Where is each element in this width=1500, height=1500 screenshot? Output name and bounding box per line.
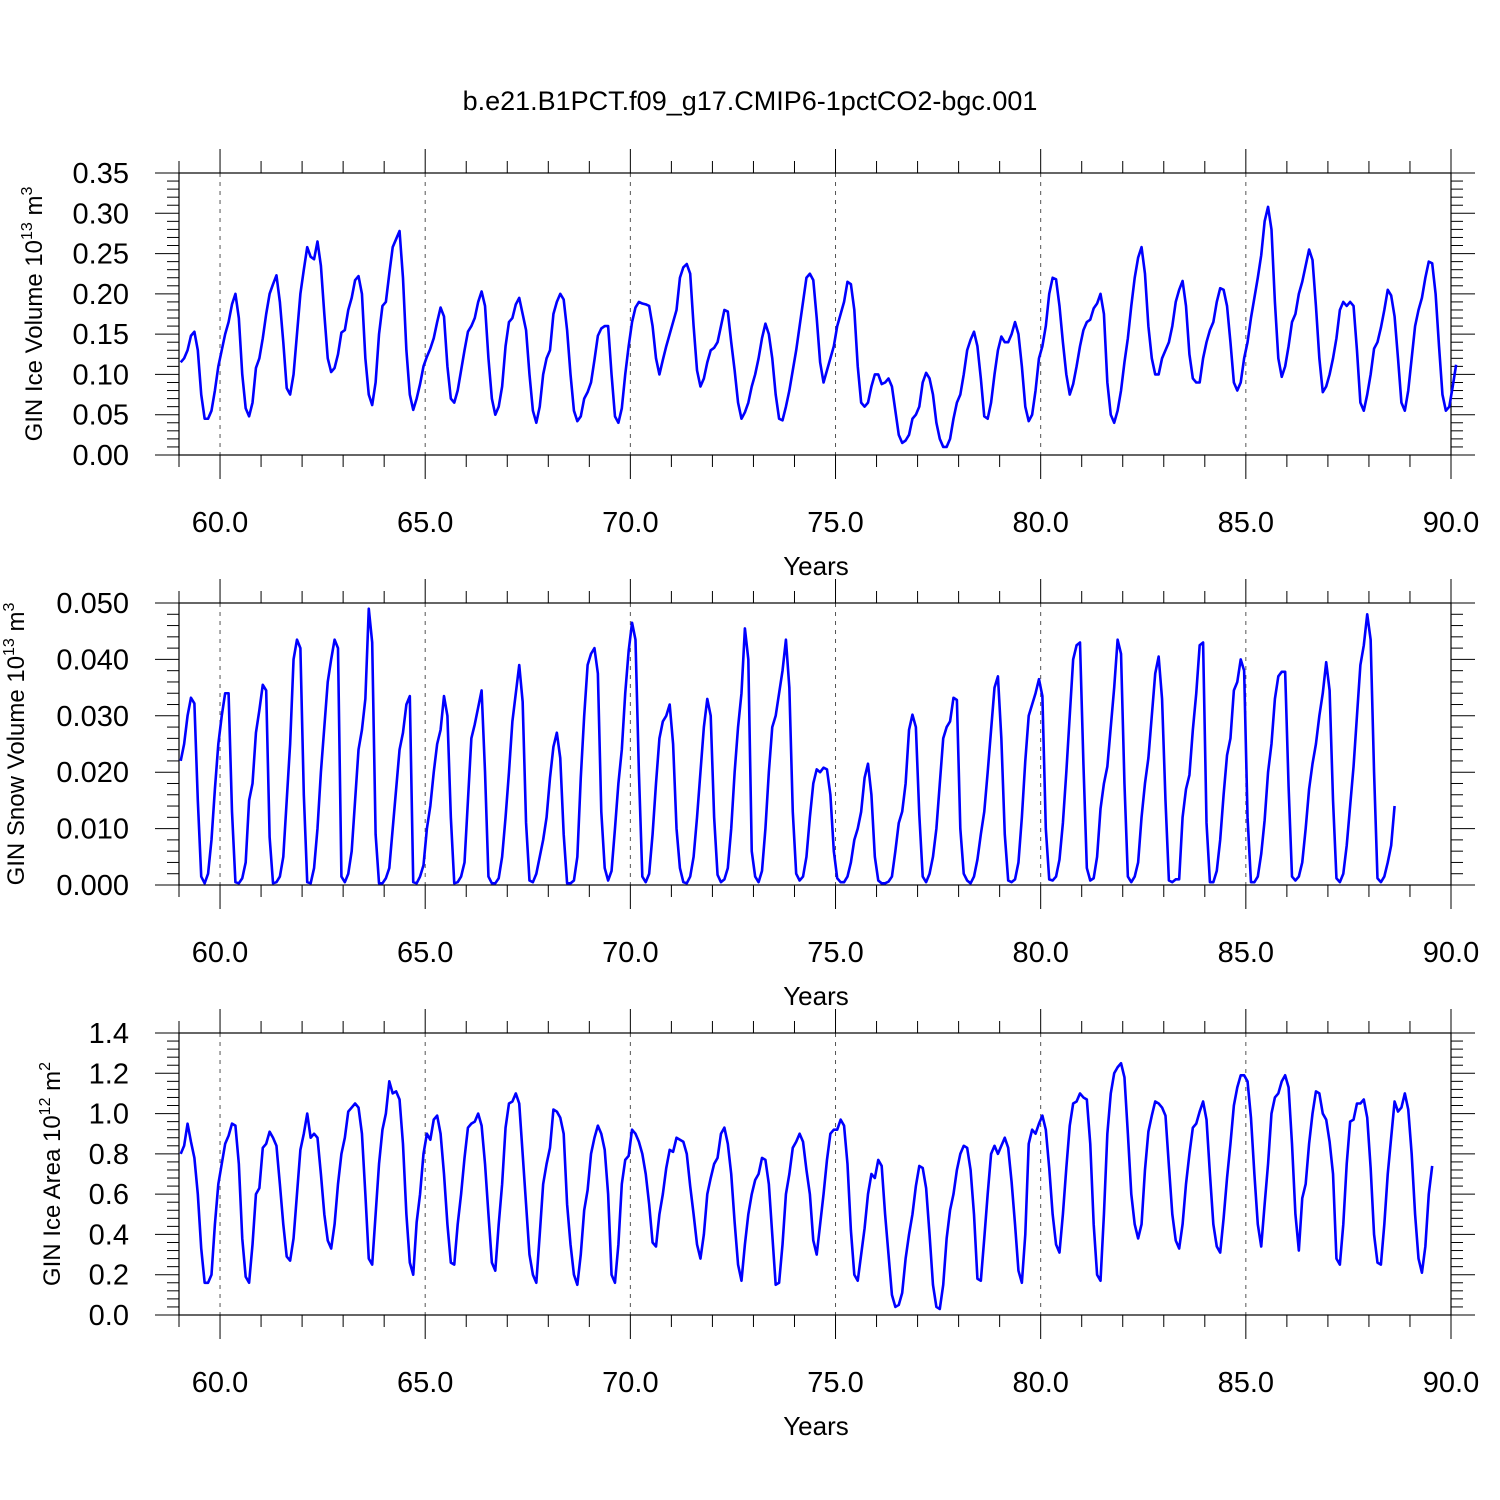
y-tick-label: 0.25 xyxy=(73,239,129,271)
x-tick-label: 80.0 xyxy=(1012,507,1068,539)
x-tick-label: 85.0 xyxy=(1218,1367,1274,1399)
y-axis-title-unit-exponent: 3 xyxy=(1,602,18,611)
ice-volume-series-line xyxy=(179,205,1458,449)
y-tick-label: 0.050 xyxy=(56,588,129,620)
y-tick-label: 0.6 xyxy=(89,1179,129,1211)
y-axis-title-exponent: 12 xyxy=(37,1097,54,1115)
x-tick-label: 75.0 xyxy=(807,937,863,969)
y-axis-title: GIN Ice Area 1012 m2 xyxy=(37,1062,66,1286)
y-tick-label: 0.020 xyxy=(56,757,129,789)
y-tick-label: 1.4 xyxy=(89,1018,129,1050)
plot-frame xyxy=(178,172,1452,456)
y-axis-title-text: GIN Snow Volume 10 xyxy=(3,656,30,885)
y-axis-title-unit-exponent: 3 xyxy=(19,187,36,196)
x-tick-label: 60.0 xyxy=(192,507,248,539)
y-tick-label: 0.2 xyxy=(89,1260,129,1292)
y-tick-label: 0.05 xyxy=(73,400,129,432)
x-tick-label: 70.0 xyxy=(602,937,658,969)
y-tick-label: 0.35 xyxy=(73,158,129,190)
snow-volume-series-line xyxy=(179,607,1396,885)
y-axis-title-text: GIN Ice Volume 10 xyxy=(21,240,48,441)
y-tick-label: 1.2 xyxy=(89,1058,129,1090)
x-tick-label: 70.0 xyxy=(602,507,658,539)
y-tick-label: 1.0 xyxy=(89,1099,129,1131)
y-tick-label: 0.30 xyxy=(73,198,129,230)
x-tick-label: 60.0 xyxy=(192,1367,248,1399)
y-tick-label: 0.8 xyxy=(89,1139,129,1171)
y-axis-title-unit: m xyxy=(3,611,30,638)
y-axis-title-text: GIN Ice Area 10 xyxy=(39,1115,66,1286)
y-tick-label: 0.030 xyxy=(56,701,129,733)
x-tick-label: 85.0 xyxy=(1218,937,1274,969)
chart-panels: 60.0 65.0 70.0 75.0 80.0 85.0 90.0 0.00 0.05 0.10… xyxy=(1,149,1479,1441)
x-tick-label: 65.0 xyxy=(397,507,453,539)
x-tick-label: 70.0 xyxy=(602,1367,658,1399)
ice-volume-panel: 60.0 65.0 70.0 75.0 80.0 85.0 90.0 0.00 0.05 0.10… xyxy=(19,149,1479,581)
x-tick-label: 80.0 xyxy=(1012,1367,1068,1399)
y-tick-label: 0.10 xyxy=(73,359,129,391)
ice-area-panel: 60.0 65.0 70.0 75.0 80.0 85.0 90.0 0.0 0.2 0.4 0.6… xyxy=(37,1009,1479,1441)
y-tick-label: 0.0 xyxy=(89,1300,129,1332)
y-tick-label: 0.040 xyxy=(56,644,129,676)
x-tick-label: 90.0 xyxy=(1423,1367,1479,1399)
x-tick-label: 80.0 xyxy=(1012,937,1068,969)
x-tick-label: 65.0 xyxy=(397,937,453,969)
x-axis-title: Years xyxy=(783,1411,849,1441)
y-tick-label: 0.15 xyxy=(73,319,129,351)
ice-area-series-line xyxy=(179,1061,1434,1311)
x-axis-title: Years xyxy=(783,981,849,1011)
x-tick-label: 75.0 xyxy=(807,1367,863,1399)
y-tick-label: 0.010 xyxy=(56,814,129,846)
snow-volume-panel: 60.0 65.0 70.0 75.0 80.0 85.0 90.0 0.000 0.010 0.… xyxy=(1,579,1479,1011)
x-tick-label: 60.0 xyxy=(192,937,248,969)
y-axis-title-exponent: 13 xyxy=(1,638,18,656)
y-tick-label: 0.20 xyxy=(73,279,129,311)
y-axis-title-unit: m xyxy=(21,196,48,223)
x-tick-label: 90.0 xyxy=(1423,937,1479,969)
y-axis-title-exponent: 13 xyxy=(19,222,36,240)
figure-title: b.e21.B1PCT.f09_g17.CMIP6-1pctCO2-bgc.00… xyxy=(463,86,1038,116)
x-tick-label: 75.0 xyxy=(807,507,863,539)
plot-frame xyxy=(178,602,1452,886)
y-tick-label: 0.00 xyxy=(73,440,129,472)
x-tick-label: 65.0 xyxy=(397,1367,453,1399)
plot-frame xyxy=(178,1032,1452,1316)
y-tick-label: 0.4 xyxy=(89,1219,129,1251)
y-axis-title: GIN Snow Volume 1013 m3 xyxy=(1,602,30,885)
x-axis-title: Years xyxy=(783,551,849,581)
x-tick-label: 85.0 xyxy=(1218,507,1274,539)
y-axis-title: GIN Ice Volume 1013 m3 xyxy=(19,187,48,442)
y-axis-title-unit: m xyxy=(39,1071,66,1098)
x-tick-label: 90.0 xyxy=(1423,507,1479,539)
y-tick-label: 0.000 xyxy=(56,870,129,902)
y-axis-title-unit-exponent: 2 xyxy=(37,1062,54,1071)
